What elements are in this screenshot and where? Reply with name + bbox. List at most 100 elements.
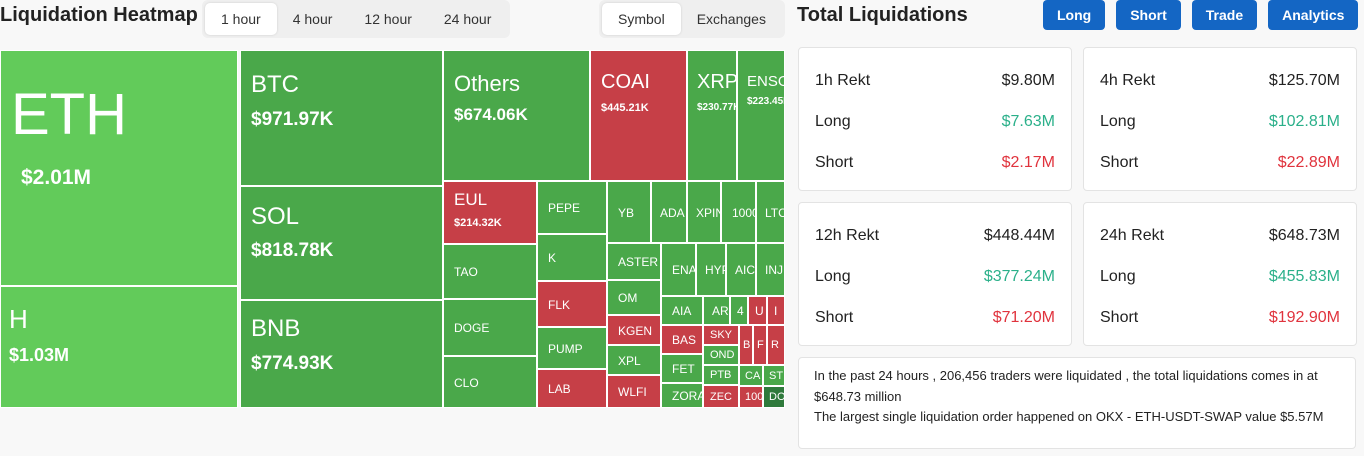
treemap-cell[interactable]: ADA <box>651 181 687 243</box>
treemap-cell[interactable]: PTB <box>703 365 739 385</box>
cell-label: DOGE <box>454 321 490 336</box>
treemap-cell[interactable]: INJ <box>756 243 785 296</box>
treemap-cell[interactable]: ENSO $223.45K <box>737 50 785 181</box>
treemap-cell[interactable]: H $1.03M <box>0 286 238 408</box>
cell-value: $223.45K <box>747 95 784 107</box>
card-row: 12h Rekt $448.44M <box>815 227 1055 245</box>
row-label: Long <box>1100 268 1136 285</box>
row-value: $192.90M <box>1268 309 1340 326</box>
treemap-cell[interactable]: ZEC <box>703 385 739 408</box>
action-button[interactable]: Trade <box>1191 0 1258 30</box>
treemap-cell[interactable]: LAB <box>537 369 607 408</box>
row-label: 12h Rekt <box>815 227 880 244</box>
treemap-cell[interactable]: AIC <box>726 243 756 296</box>
treemap-cell[interactable]: 4 <box>730 296 748 325</box>
treemap-cell[interactable]: XRP $230.77K <box>687 50 737 181</box>
row-label: 4h Rekt <box>1100 72 1156 89</box>
treemap-cell[interactable]: SOL $818.78K <box>240 186 443 300</box>
treemap-cell[interactable]: KGEN <box>607 315 661 345</box>
treemap-cell[interactable]: R <box>767 325 785 365</box>
card-row: Short $2.17M <box>815 154 1055 172</box>
treemap-cell[interactable]: BAS <box>661 325 703 354</box>
treemap-cell[interactable]: B <box>739 325 753 365</box>
treemap-cell[interactable]: Others $674.06K <box>443 50 590 181</box>
heatmap-title: Liquidation Heatmap <box>0 4 198 26</box>
cell-label: ZEC <box>710 390 732 403</box>
treemap-cell[interactable]: 1000 <box>721 181 756 243</box>
cell-label: CA <box>745 369 761 382</box>
rekt-card: 1h Rekt $9.80M Long $7.63M Short $2.17M <box>798 47 1072 191</box>
treemap-cell[interactable]: CA <box>739 365 763 386</box>
treemap-cell[interactable]: OM <box>607 280 661 315</box>
treemap-cell[interactable]: SKY <box>703 325 739 345</box>
treemap-cell[interactable]: YB <box>607 181 651 243</box>
cell-label: ST <box>769 369 784 382</box>
cell-value: $2.01M <box>21 165 92 189</box>
treemap-cell[interactable]: TAO <box>443 244 537 299</box>
action-button[interactable]: Long <box>1043 0 1106 30</box>
cell-label: DO <box>769 391 785 404</box>
treemap-cell[interactable]: DO <box>763 386 785 408</box>
treemap-cell[interactable]: BTC $971.97K <box>240 50 443 186</box>
view-toggle: Symbol Exchanges <box>599 0 785 38</box>
row-label: Long <box>1100 113 1136 130</box>
treemap-cell[interactable]: BNB $774.93K <box>240 300 443 408</box>
card-row: Long $7.63M <box>815 113 1055 131</box>
time-tab[interactable]: 24 hour <box>443 11 492 27</box>
treemap-cell[interactable]: HYP <box>696 243 726 296</box>
treemap-cell[interactable]: EUL $214.32K <box>443 181 537 244</box>
treemap-cell[interactable]: 100 <box>739 386 763 408</box>
row-value: $448.44M <box>983 227 1055 244</box>
cell-label: AIC <box>735 263 756 278</box>
cell-label: 1000 <box>732 205 755 220</box>
treemap-cell[interactable]: ZORA <box>661 383 703 408</box>
row-label: Long <box>815 268 851 285</box>
treemap-cell[interactable]: ETH $2.01M <box>0 50 238 286</box>
cell-label: 4 <box>737 304 744 319</box>
cell-value: $774.93K <box>251 352 334 374</box>
treemap-cell[interactable]: U <box>748 296 767 325</box>
treemap-cell[interactable]: ST <box>763 365 785 386</box>
treemap-cell[interactable]: XPL <box>607 345 661 375</box>
info-line: In the past 24 hours , 206,456 traders w… <box>814 368 1318 404</box>
treemap-cell[interactable]: OND <box>703 345 739 365</box>
treemap-cell[interactable]: XPIN <box>687 181 721 243</box>
treemap-cell[interactable]: K <box>537 234 607 281</box>
cell-label: EUL <box>454 190 488 209</box>
treemap-cell[interactable]: FET <box>661 354 703 383</box>
treemap-cell[interactable]: WLFI <box>607 375 661 408</box>
row-value: $377.24M <box>983 268 1055 285</box>
time-tab[interactable]: 4 hour <box>292 11 333 27</box>
treemap-cell[interactable]: CLO <box>443 356 537 408</box>
action-button[interactable]: Analytics <box>1268 0 1359 30</box>
action-button[interactable]: Short <box>1116 0 1181 30</box>
row-label: Short <box>815 309 854 326</box>
treemap-cell[interactable]: PEPE <box>537 181 607 234</box>
row-value: $22.89M <box>1277 154 1340 171</box>
row-label: Short <box>1100 154 1139 171</box>
cell-label: OND <box>710 349 735 362</box>
cell-value: $971.97K <box>251 108 334 130</box>
treemap-cell[interactable]: AR <box>703 296 730 325</box>
cell-label: INJ <box>765 263 783 278</box>
treemap-cell[interactable]: F <box>753 325 767 365</box>
treemap-cell[interactable]: LTC <box>756 181 785 243</box>
treemap-cell[interactable]: ENA <box>661 243 696 296</box>
card-row: Short $22.89M <box>1100 154 1340 172</box>
treemap-cell[interactable]: I <box>767 296 785 325</box>
treemap-cell[interactable]: COAI $445.21K <box>590 50 687 181</box>
cell-label: 100 <box>745 391 763 404</box>
time-tab[interactable]: 12 hour <box>364 11 412 27</box>
view-tab[interactable]: Exchanges <box>696 11 766 27</box>
treemap-cell[interactable]: AIA <box>661 296 703 325</box>
cell-label: AR <box>712 304 729 319</box>
time-tab[interactable]: 1 hour <box>205 3 277 35</box>
cell-label: H <box>9 303 28 334</box>
treemap-cell[interactable]: PUMP <box>537 327 607 369</box>
treemap-cell[interactable]: FLK <box>537 281 607 327</box>
treemap-cell[interactable]: DOGE <box>443 299 537 356</box>
treemap-cell[interactable]: ASTER <box>607 243 661 280</box>
card-row: Long $455.83M <box>1100 268 1340 286</box>
view-tab[interactable]: Symbol <box>602 3 681 35</box>
